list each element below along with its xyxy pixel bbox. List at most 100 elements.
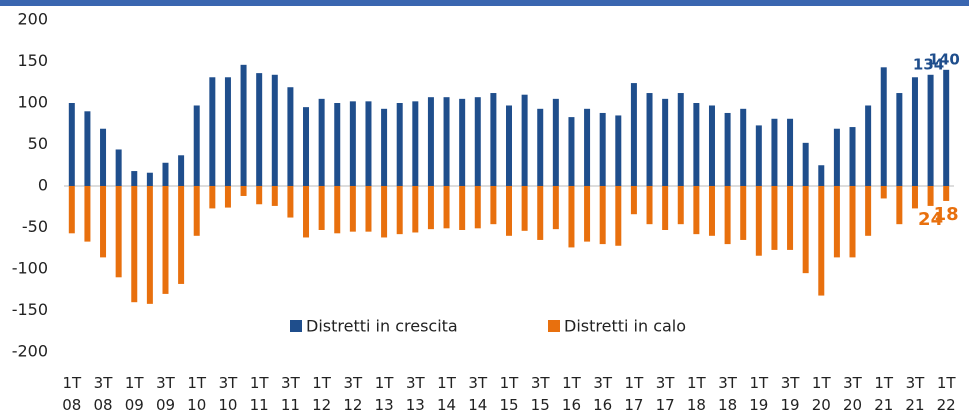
bar — [412, 186, 419, 233]
bar — [537, 186, 544, 240]
bar — [162, 186, 169, 294]
top-band — [0, 0, 969, 6]
bar — [240, 186, 247, 196]
x-tick-label: 3T 18 — [718, 374, 738, 414]
bar — [162, 162, 169, 186]
legend-label: Distretti in crescita — [306, 317, 458, 336]
bar — [146, 186, 153, 304]
bar — [849, 127, 856, 186]
bar — [646, 186, 653, 225]
y-tick-label: -100 — [12, 259, 48, 278]
x-tick-label: 1T 22 — [936, 374, 956, 414]
bar — [927, 74, 934, 186]
x-tick-label: 3T 08 — [93, 374, 113, 414]
bar — [880, 67, 887, 186]
bar — [818, 186, 825, 296]
x-tick-label: 3T 14 — [468, 374, 488, 414]
bar — [131, 171, 138, 186]
bar — [833, 128, 840, 186]
y-tick-label: 100 — [17, 93, 48, 112]
bar — [115, 149, 122, 186]
bar — [365, 101, 372, 186]
y-tick-label: 200 — [17, 10, 48, 29]
x-tick-label: 3T 15 — [530, 374, 550, 414]
bar — [599, 112, 606, 186]
bar — [271, 74, 278, 186]
bar — [443, 97, 450, 186]
bar — [303, 186, 310, 238]
bar — [334, 186, 341, 234]
y-tick-label: -50 — [22, 217, 48, 236]
x-tick-label: 1T 15 — [499, 374, 519, 414]
bar — [209, 186, 216, 209]
bar — [68, 186, 75, 234]
bar — [318, 98, 325, 186]
bar — [584, 108, 591, 186]
bar — [224, 77, 231, 186]
x-tick-label: 1T 21 — [874, 374, 894, 414]
bar — [568, 186, 575, 248]
y-tick-label: 150 — [17, 51, 48, 70]
bar — [68, 103, 75, 186]
bar — [552, 186, 559, 230]
x-tick-label: 1T 14 — [436, 374, 457, 414]
bar — [630, 186, 637, 215]
bar — [381, 108, 388, 186]
bar — [100, 186, 107, 258]
bar — [771, 186, 778, 250]
bar — [506, 105, 512, 186]
bar — [662, 186, 669, 230]
bar — [615, 186, 622, 246]
y-tick-label: 50 — [28, 134, 48, 153]
bar — [365, 186, 372, 232]
bar — [349, 186, 356, 232]
bar — [349, 101, 356, 186]
bar — [708, 105, 715, 186]
bar — [84, 186, 91, 242]
bar — [521, 186, 528, 231]
legend-label: Distretti in calo — [564, 317, 686, 336]
x-tick-label: 3T 09 — [155, 374, 176, 414]
bar — [724, 112, 731, 186]
x-tick-label: 1T 13 — [374, 374, 394, 414]
bar — [396, 186, 403, 235]
bar — [318, 186, 325, 230]
bar — [787, 118, 794, 186]
bar — [287, 87, 294, 186]
bar — [802, 186, 809, 274]
x-tick-label: 3T 11 — [280, 374, 300, 414]
bar — [412, 101, 419, 186]
bar — [943, 186, 950, 201]
bar — [178, 155, 185, 186]
data-label: 134 — [913, 55, 944, 73]
bar — [381, 186, 388, 238]
bar — [193, 186, 200, 236]
bar — [552, 98, 559, 186]
x-tick-label: 3T 12 — [343, 374, 363, 414]
bar — [662, 98, 669, 186]
y-tick-label: -150 — [12, 300, 48, 319]
bar — [896, 93, 903, 186]
bar — [568, 117, 575, 186]
bar — [209, 77, 216, 186]
bar — [911, 77, 918, 186]
bar — [459, 186, 466, 230]
x-tick-label: 1T 17 — [624, 374, 644, 414]
bar — [506, 186, 512, 236]
bar — [599, 186, 606, 245]
bar — [740, 186, 747, 240]
bar — [708, 186, 715, 236]
bar — [677, 186, 684, 225]
bar — [115, 186, 122, 278]
bar — [724, 186, 731, 245]
bar — [474, 186, 481, 229]
x-tick-label: 3T 21 — [905, 374, 925, 414]
x-tick-label: 1T 12 — [312, 374, 332, 414]
bar — [84, 111, 91, 186]
x-tick-label: 1T 11 — [249, 374, 269, 414]
x-tick-label: 3T 20 — [842, 374, 863, 414]
bar — [427, 186, 434, 230]
bar — [755, 186, 762, 256]
bar — [646, 93, 653, 186]
